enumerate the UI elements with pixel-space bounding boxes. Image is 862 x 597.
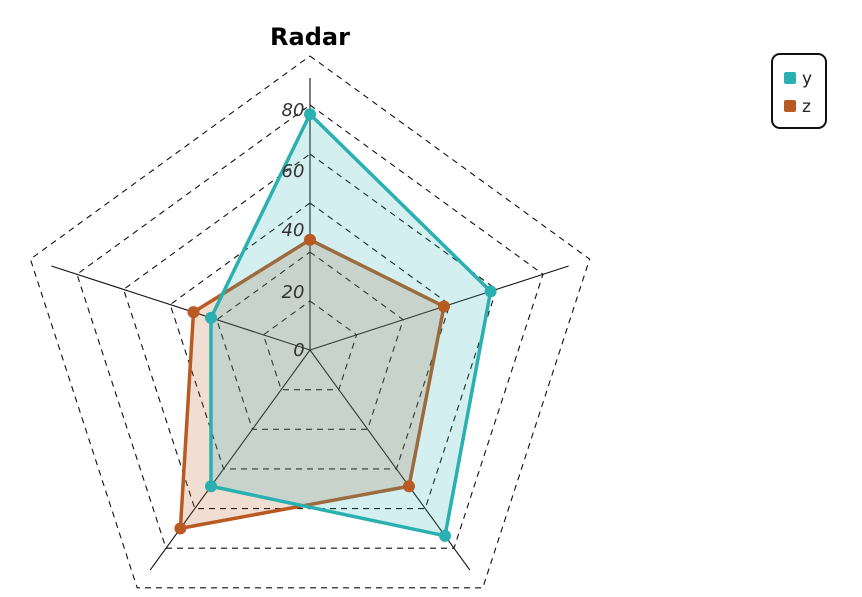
legend-label-y: y [802,69,812,89]
grid-ring-1 [262,300,358,391]
r-tick-label-60: 60 [282,161,305,182]
grid-ring-3 [169,202,451,470]
series-z-point-3 [403,480,416,493]
r-tick-label-80: 80 [282,100,305,121]
series-layer [174,108,497,542]
legend-swatch-z [784,100,796,112]
chart-title: Radar [270,23,350,51]
series-y-point-1 [304,108,316,121]
series-y-point-4 [204,480,217,493]
legend-box [771,53,827,129]
series-y-point-3 [439,529,452,542]
series-z-point-1 [304,233,316,246]
series-y-point-5 [204,311,217,324]
r-tick-label-0: 0 [293,340,304,361]
grid-ring-5 [76,104,544,549]
series-z-point-2 [437,300,450,313]
series-z-point-4 [174,522,187,535]
axis-spoke-5 [51,265,311,351]
series-y-point-2 [484,285,497,298]
series-y-area [209,112,493,538]
r-tick-label-40: 40 [282,220,305,241]
legend-swatch-y [784,72,796,84]
grid-ring-2 [216,251,404,430]
grid-ring-6 [29,55,591,589]
legend: yz [771,53,827,129]
series-z-point-5 [187,306,200,319]
r-tick-label-20: 20 [282,282,305,303]
legend-label-z: z [802,97,811,117]
series-z-area [178,238,446,531]
radial-ticks: 0 20 40 60 80 [282,100,305,361]
axis-spoke-4 [149,349,311,571]
